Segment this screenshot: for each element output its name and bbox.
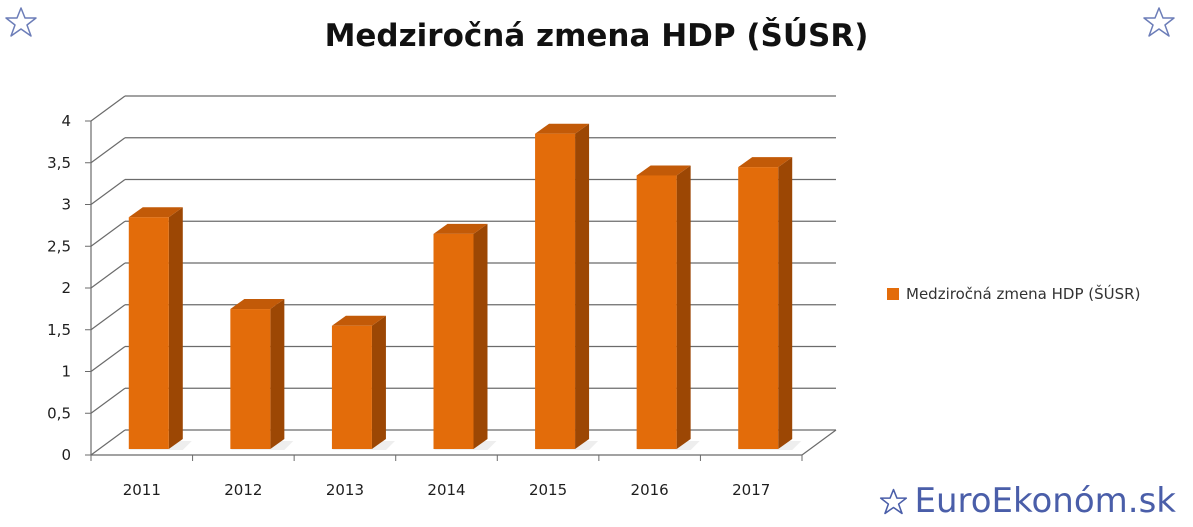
x-tick-label: 2013 (326, 481, 364, 499)
bar (636, 175, 677, 449)
grid-diagonal-line (90, 137, 126, 164)
x-tick-label: 2017 (732, 481, 770, 499)
bar-side (168, 207, 183, 449)
bar-top (636, 165, 691, 176)
bar (738, 167, 779, 449)
y-tick-label: 2,5 (47, 237, 71, 255)
x-tick-label: 2014 (427, 481, 465, 499)
legend-label: Medziročná zmena HDP (ŠÚSR) (906, 285, 1141, 303)
bar (433, 233, 474, 449)
x-tick-label: 2011 (123, 481, 161, 499)
y-tick-label: 4 (61, 112, 71, 130)
bar-top (433, 223, 488, 234)
chart-title: Medziročná zmena HDP (ŠÚSR) (324, 18, 869, 54)
grid-diagonal-line (90, 262, 126, 289)
y-tick-label: 1,5 (47, 321, 71, 339)
grid-diagonal-line (90, 95, 126, 122)
bar-top (230, 299, 285, 310)
bar-top (331, 315, 386, 326)
bar-top (738, 157, 793, 168)
star-icon (1143, 7, 1175, 37)
bar-side (575, 123, 590, 449)
bar-side (473, 223, 488, 449)
grid-diagonal-line (90, 304, 126, 331)
brand-text: EuroEkonóm.sk (914, 481, 1176, 521)
star-icon (880, 488, 908, 514)
brand-logo: EuroEkonóm.sk (879, 481, 1176, 521)
bar-side (676, 165, 691, 449)
bar-top (128, 207, 183, 218)
bar-side (371, 315, 386, 449)
bar (535, 133, 576, 449)
legend-color-swatch (887, 288, 899, 300)
grid-diagonal-line (90, 346, 126, 372)
y-tick-label: 0 (61, 446, 71, 464)
y-tick-label: 2 (61, 279, 71, 297)
grid-diagonal-line (90, 387, 126, 414)
grid-diagonal-line (90, 220, 126, 247)
bar-side (778, 157, 793, 449)
y-tick-label: 3 (61, 196, 71, 214)
bar (230, 309, 271, 449)
y-tick-label: 3,5 (47, 154, 71, 172)
x-tick-label: 2012 (224, 481, 262, 499)
bar-top (535, 123, 590, 134)
legend: Medziročná zmena HDP (ŠÚSR) (887, 285, 1140, 303)
y-tick-label: 0,5 (47, 404, 71, 422)
bar-side (270, 299, 285, 449)
bar (128, 217, 169, 449)
grid-diagonal-line (90, 429, 126, 456)
x-tick-label: 2016 (631, 481, 669, 499)
bar (331, 325, 372, 449)
grid-diagonal-line (90, 179, 126, 205)
y-tick-label: 1 (61, 363, 71, 381)
floor-right-edge (801, 429, 837, 456)
star-icon (5, 7, 37, 37)
x-tick-label: 2015 (529, 481, 567, 499)
